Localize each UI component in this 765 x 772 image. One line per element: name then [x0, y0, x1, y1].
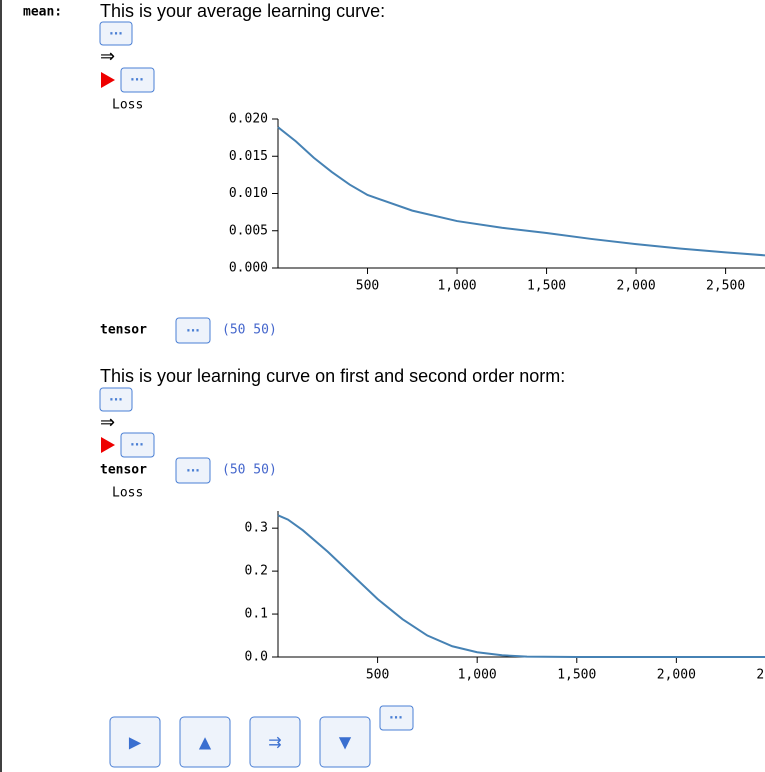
x-tick-label: 500 — [356, 279, 379, 294]
button-label: ··· — [389, 711, 403, 725]
heading: This is your average learning curve: — [100, 1, 385, 21]
y-tick-label: 0.0 — [245, 650, 268, 665]
expand-button[interactable]: ··· — [379, 705, 414, 731]
tensor-label: tensor — [100, 463, 147, 478]
button-label: ··· — [186, 464, 200, 478]
button-frame — [179, 716, 231, 768]
data-line — [277, 514, 765, 658]
control-button[interactable]: ▲ — [179, 716, 231, 768]
expand-button[interactable]: ··· — [99, 21, 133, 46]
button-frame — [249, 716, 301, 768]
button-frame — [319, 716, 371, 768]
button-frame — [109, 716, 161, 768]
y-tick-label: 0.000 — [229, 261, 268, 276]
arrow: ⇒ — [100, 46, 115, 66]
expand-button[interactable]: ··· — [175, 317, 211, 344]
y-axis-label: Loss — [112, 98, 143, 113]
y-tick-label: 0.005 — [229, 223, 268, 238]
expand-button[interactable]: ··· — [120, 432, 155, 458]
button-icon: ▶ — [129, 733, 142, 752]
controls: ▶ ▲ ⇉ ▼ — [109, 716, 371, 768]
x-tick-label: 500 — [366, 668, 389, 683]
x-tick-label: 1,500 — [527, 279, 566, 294]
expand-button[interactable]: ··· — [120, 67, 155, 93]
data-line — [277, 126, 765, 257]
arrow: ⇒ — [100, 412, 115, 432]
x-tick-label: 2,500 — [756, 668, 765, 683]
chart: 0.000 0.005 0.010 0.015 0.020 500 1,000 1,500 2,… — [229, 112, 765, 294]
chart: 0.0 0.1 0.2 0.3 500 1,000 1,500 2,000 2,500 — [245, 511, 765, 683]
control-button[interactable]: ▶ — [109, 716, 161, 768]
button-label: ··· — [130, 73, 144, 87]
button-label: ··· — [186, 324, 200, 338]
button-label: ··· — [109, 393, 123, 407]
expand-button[interactable]: ··· — [99, 387, 133, 412]
control-button[interactable]: ▼ — [319, 716, 371, 768]
tensor-shape: (50 50) — [222, 463, 277, 478]
tensor-label: tensor — [100, 323, 147, 338]
button-label: ··· — [109, 27, 123, 41]
x-tick-label: 2,000 — [657, 668, 696, 683]
y-tick-label: 0.3 — [245, 521, 268, 536]
y-tick-label: 0.2 — [245, 564, 268, 579]
button-icon: ⇉ — [268, 733, 281, 752]
y-tick-label: 0.015 — [229, 149, 268, 164]
cell-label: mean: — [23, 5, 62, 20]
y-tick-label: 0.010 — [229, 186, 268, 201]
y-tick-label: 0.1 — [245, 607, 268, 622]
tensor-shape: (50 50) — [222, 323, 277, 338]
x-tick-label: 1,000 — [458, 668, 497, 683]
x-tick-label: 1,000 — [437, 279, 476, 294]
x-tick-label: 2,500 — [706, 279, 745, 294]
y-axis-label: Loss — [112, 486, 143, 501]
control-button[interactable]: ⇉ — [249, 716, 301, 768]
toggle-triangle[interactable] — [101, 72, 115, 88]
x-tick-label: 2,000 — [617, 279, 656, 294]
button-icon: ▲ — [199, 733, 212, 752]
expand-button[interactable]: ··· — [175, 457, 211, 484]
toggle-triangle[interactable] — [101, 437, 115, 453]
y-tick-label: 0.020 — [229, 112, 268, 127]
button-icon: ▼ — [339, 733, 352, 752]
heading: This is your learning curve on first and… — [100, 366, 565, 386]
button-label: ··· — [130, 438, 144, 452]
x-tick-label: 1,500 — [557, 668, 596, 683]
